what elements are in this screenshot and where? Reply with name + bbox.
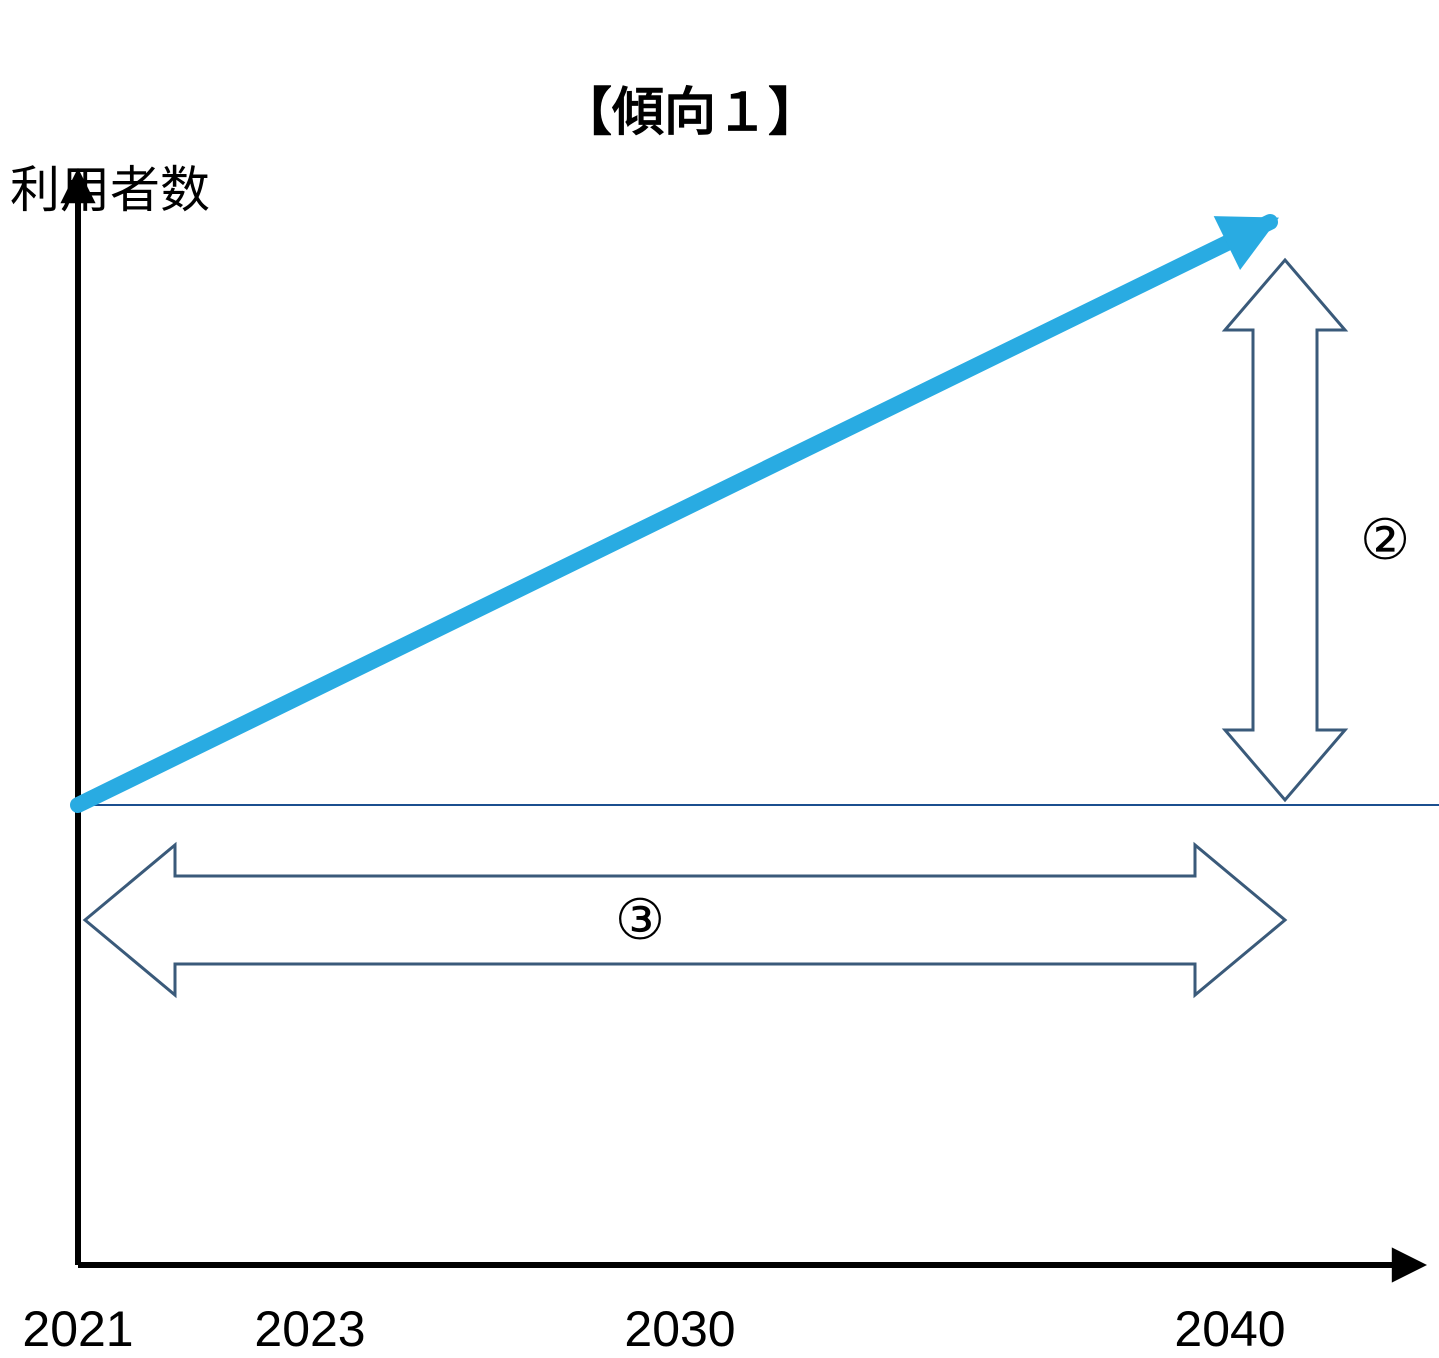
annotation-vertical-label: ② <box>1360 507 1410 573</box>
x-tick-1: 2023 <box>254 1300 365 1358</box>
chart-svg <box>0 0 1439 1346</box>
chart-title: 【傾向１】 <box>560 70 820 145</box>
annotation-horizontal-label: ③ <box>615 887 665 953</box>
y-axis-label: 利用者数 <box>10 150 210 222</box>
chart-container: 【傾向１】 利用者数 2021 2023 2030 2040 ② ③ <box>0 0 1439 1346</box>
x-tick-3: 2040 <box>1174 1300 1285 1358</box>
x-tick-0: 2021 <box>22 1300 133 1358</box>
x-tick-2: 2030 <box>624 1300 735 1358</box>
